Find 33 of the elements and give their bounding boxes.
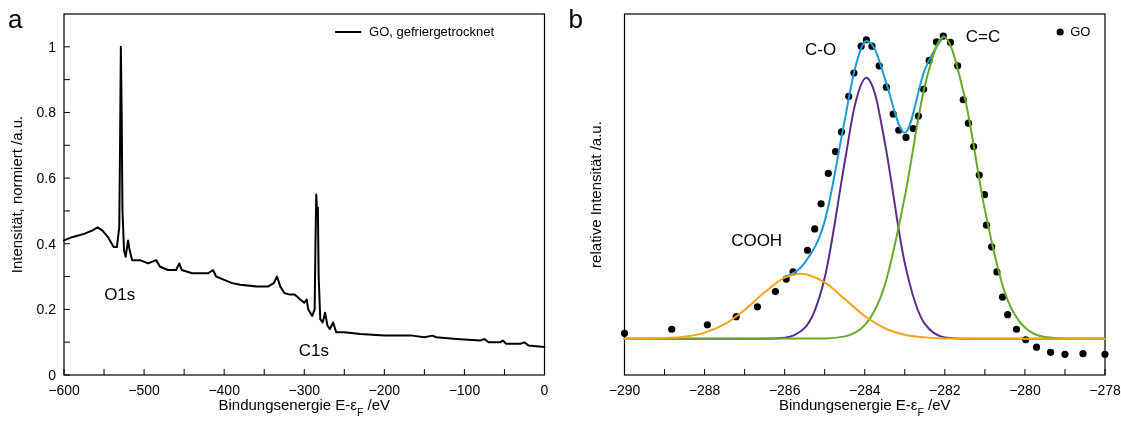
x-tick-label: −400 (208, 382, 241, 398)
legend-label: GO (1070, 24, 1091, 39)
x-tick-label: −500 (128, 382, 161, 398)
x-tick-label: −280 (1009, 382, 1041, 398)
y-axis-title: Intensität, normiert /a.u. (8, 115, 25, 274)
x-tick-label: −288 (688, 382, 721, 398)
y-axis-title: relative Intensität /a.u. (586, 121, 604, 268)
annotation: C=C (965, 26, 1001, 46)
x-axis-title: Bindungsenergie E-ε$_{F}$ /eV (778, 396, 951, 418)
legend-label: GO, gefriergetrocknet (369, 24, 495, 39)
x-tick-label: −200 (368, 382, 401, 398)
annotation: C1s (298, 341, 329, 361)
x-tick-label: 0 (540, 382, 549, 398)
x-tick-label: −286 (768, 382, 801, 398)
annotation: COOH (731, 230, 783, 250)
x-axis-title: Bindungsenergie E-ε$_{F}$ /eV (218, 396, 391, 418)
y-tick-label: 0.6 (36, 170, 57, 187)
x-tick-label: −600 (48, 382, 80, 398)
annotation: O1s (104, 285, 136, 305)
y-tick-label: 0.4 (36, 235, 57, 252)
x-tick-label: −278 (1089, 382, 1121, 398)
y-tick-label: 0.2 (36, 301, 57, 318)
annotation: C-O (804, 39, 837, 59)
x-tick-label: −284 (848, 382, 881, 398)
chart-title: b (568, 4, 583, 34)
x-tick-label: −290 (608, 382, 641, 398)
y-tick-label: 0 (48, 367, 57, 383)
y-tick-label: 0.8 (36, 104, 57, 121)
chart-title: a (8, 4, 23, 34)
y-tick-label: 1 (48, 38, 57, 55)
x-tick-label: −300 (288, 382, 321, 398)
x-tick-label: −282 (929, 382, 961, 398)
x-tick-label: −100 (448, 382, 481, 398)
